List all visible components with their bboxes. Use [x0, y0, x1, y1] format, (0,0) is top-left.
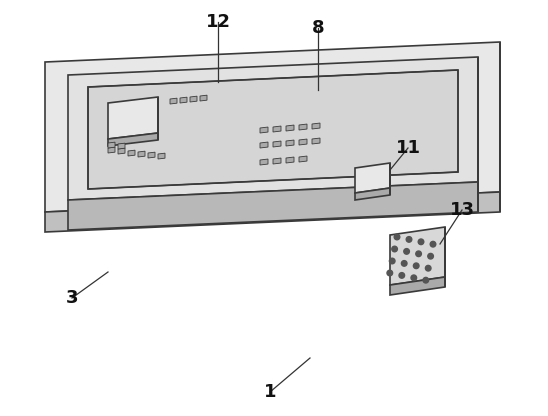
- Circle shape: [390, 258, 395, 264]
- Polygon shape: [299, 124, 307, 130]
- Polygon shape: [355, 163, 390, 193]
- Polygon shape: [180, 97, 187, 103]
- Circle shape: [423, 277, 429, 283]
- Polygon shape: [390, 277, 445, 295]
- Circle shape: [387, 270, 392, 276]
- Polygon shape: [299, 156, 307, 162]
- Polygon shape: [260, 159, 268, 165]
- Circle shape: [413, 263, 419, 269]
- Text: 13: 13: [449, 201, 475, 219]
- Polygon shape: [299, 139, 307, 145]
- Text: 11: 11: [396, 139, 420, 157]
- Polygon shape: [286, 125, 294, 131]
- Text: 12: 12: [206, 13, 231, 31]
- Circle shape: [404, 249, 409, 254]
- Polygon shape: [200, 95, 207, 101]
- Polygon shape: [158, 153, 165, 159]
- Polygon shape: [390, 227, 445, 285]
- Polygon shape: [260, 127, 268, 133]
- Polygon shape: [108, 147, 115, 153]
- Polygon shape: [148, 152, 155, 158]
- Polygon shape: [108, 133, 158, 146]
- Polygon shape: [273, 158, 281, 164]
- Circle shape: [418, 239, 424, 245]
- Circle shape: [425, 265, 431, 271]
- Polygon shape: [88, 70, 458, 189]
- Polygon shape: [108, 142, 115, 148]
- Polygon shape: [68, 57, 478, 200]
- Polygon shape: [118, 143, 125, 149]
- Polygon shape: [312, 138, 320, 144]
- Polygon shape: [355, 188, 390, 200]
- Text: 1: 1: [264, 383, 276, 401]
- Polygon shape: [312, 123, 320, 129]
- Polygon shape: [286, 157, 294, 163]
- Text: 3: 3: [66, 289, 78, 307]
- Polygon shape: [108, 97, 158, 139]
- Circle shape: [406, 237, 412, 242]
- Polygon shape: [118, 148, 125, 154]
- Circle shape: [416, 251, 421, 257]
- Polygon shape: [45, 192, 500, 232]
- Circle shape: [399, 272, 404, 278]
- Circle shape: [394, 234, 400, 240]
- Text: 8: 8: [312, 19, 324, 37]
- Circle shape: [401, 260, 407, 266]
- Circle shape: [428, 253, 433, 259]
- Circle shape: [430, 241, 436, 247]
- Polygon shape: [45, 42, 500, 212]
- Polygon shape: [190, 96, 197, 102]
- Circle shape: [411, 275, 416, 281]
- Polygon shape: [273, 126, 281, 132]
- Polygon shape: [138, 151, 145, 157]
- Polygon shape: [286, 140, 294, 146]
- Circle shape: [392, 246, 397, 252]
- Polygon shape: [170, 98, 177, 104]
- Polygon shape: [260, 142, 268, 148]
- Polygon shape: [273, 141, 281, 147]
- Polygon shape: [128, 150, 135, 156]
- Polygon shape: [68, 182, 478, 230]
